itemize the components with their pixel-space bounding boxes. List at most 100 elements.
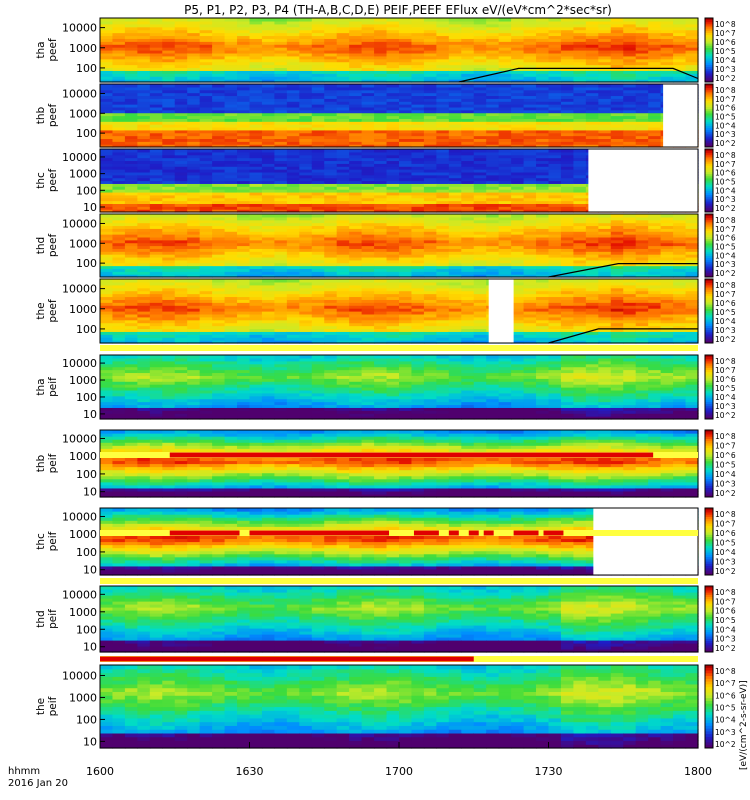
heatmap-cell bbox=[274, 38, 288, 42]
heatmap-cell bbox=[261, 186, 276, 190]
heatmap-cell bbox=[336, 55, 350, 60]
heatmap-cell bbox=[361, 106, 375, 111]
heatmap-cell bbox=[648, 29, 662, 34]
heatmap-cell bbox=[560, 50, 575, 54]
heatmap-cell bbox=[374, 92, 388, 97]
heatmap-cell bbox=[237, 101, 251, 105]
heatmap-cell bbox=[386, 89, 400, 94]
heatmap-cell bbox=[124, 112, 138, 117]
heatmap-cell bbox=[673, 76, 687, 80]
heatmap-cell bbox=[423, 58, 437, 63]
heatmap-cell bbox=[399, 126, 413, 131]
heatmap-cell bbox=[536, 89, 550, 94]
heatmap-cell bbox=[423, 92, 437, 97]
heatmap-cell bbox=[511, 38, 525, 42]
heatmap-cell bbox=[536, 95, 550, 99]
heatmap-cell bbox=[249, 157, 263, 162]
heatmap-cell bbox=[137, 138, 151, 142]
heatmap-cell bbox=[623, 92, 637, 97]
heatmap-cell bbox=[100, 197, 114, 202]
heatmap-cell bbox=[473, 67, 487, 71]
heatmap-cell bbox=[311, 174, 325, 179]
heatmap-cell bbox=[635, 50, 649, 54]
heatmap-cell bbox=[461, 149, 475, 153]
heatmap-cell bbox=[237, 52, 251, 57]
heatmap-cell bbox=[162, 279, 176, 283]
heatmap-cell bbox=[112, 200, 126, 205]
heatmap-cell bbox=[324, 64, 338, 69]
heatmap-cell bbox=[523, 95, 537, 99]
heatmap-cell bbox=[324, 61, 338, 66]
heatmap-cell bbox=[149, 209, 163, 213]
heatmap-cell bbox=[187, 95, 201, 99]
heatmap-cell bbox=[199, 163, 213, 167]
heatmap-cell bbox=[299, 76, 313, 80]
heatmap-cell bbox=[486, 61, 500, 66]
heatmap-cell bbox=[473, 95, 487, 99]
heatmap-cell bbox=[274, 191, 288, 196]
heatmap-cell bbox=[386, 101, 400, 105]
heatmap-cell bbox=[212, 151, 226, 156]
heatmap-cell bbox=[585, 214, 599, 218]
heatmap-cell bbox=[374, 132, 388, 137]
heatmap-cell bbox=[237, 44, 251, 48]
heatmap-cell bbox=[249, 26, 263, 31]
heatmap-cell bbox=[585, 112, 599, 117]
heatmap-cell bbox=[274, 169, 288, 173]
heatmap-cell bbox=[311, 154, 325, 159]
heatmap-cell bbox=[573, 149, 587, 153]
heatmap-cell bbox=[461, 124, 475, 128]
heatmap-cell bbox=[374, 86, 388, 91]
heatmap-cell bbox=[448, 18, 462, 22]
heatmap-cell bbox=[536, 61, 550, 66]
heatmap-cell bbox=[349, 41, 363, 45]
heatmap-cell bbox=[623, 67, 637, 71]
heatmap-cell bbox=[124, 109, 138, 114]
heatmap-cell bbox=[299, 38, 313, 42]
heatmap-cell bbox=[399, 44, 413, 48]
heatmap-cell bbox=[249, 183, 263, 187]
heatmap-cell bbox=[349, 115, 363, 119]
heatmap-cell bbox=[436, 52, 450, 57]
heatmap-cell bbox=[361, 121, 375, 125]
heatmap-cell bbox=[237, 104, 251, 108]
heatmap-cell bbox=[685, 79, 699, 83]
heatmap-cell bbox=[261, 214, 276, 218]
heatmap-cell bbox=[511, 89, 525, 94]
heatmap-cell bbox=[374, 124, 388, 128]
heatmap-cell bbox=[274, 180, 288, 184]
heatmap-cell bbox=[137, 50, 151, 54]
heatmap-cell bbox=[336, 132, 350, 137]
heatmap-cell bbox=[461, 89, 475, 94]
heatmap-cell bbox=[261, 104, 276, 108]
heatmap-cell bbox=[311, 106, 325, 111]
heatmap-cell bbox=[249, 67, 263, 71]
heatmap-cell bbox=[573, 132, 587, 137]
heatmap-cell bbox=[336, 18, 350, 22]
heatmap-cell bbox=[311, 149, 325, 153]
heatmap-cell bbox=[523, 135, 537, 140]
heatmap-cell bbox=[436, 47, 450, 51]
heatmap-cell bbox=[349, 101, 363, 105]
heatmap-cell bbox=[486, 35, 500, 39]
heatmap-cell bbox=[436, 112, 450, 117]
heatmap-cell bbox=[261, 154, 276, 159]
heatmap-cell bbox=[548, 124, 562, 128]
heatmap-cell bbox=[224, 35, 238, 39]
heatmap-cell bbox=[336, 279, 350, 283]
heatmap-cell bbox=[560, 121, 575, 125]
heatmap-cell bbox=[187, 191, 201, 196]
heatmap-cell bbox=[486, 86, 500, 91]
heatmap-cell bbox=[187, 98, 201, 102]
heatmap-cell bbox=[212, 203, 226, 207]
heatmap-cell bbox=[249, 109, 263, 114]
heatmap-cell bbox=[336, 149, 350, 153]
heatmap-cell bbox=[448, 50, 462, 54]
heatmap-cell bbox=[261, 279, 276, 283]
heatmap-cell bbox=[349, 200, 363, 205]
heatmap-cell bbox=[212, 18, 226, 22]
heatmap-cell bbox=[635, 38, 649, 42]
heatmap-cell bbox=[498, 26, 512, 31]
